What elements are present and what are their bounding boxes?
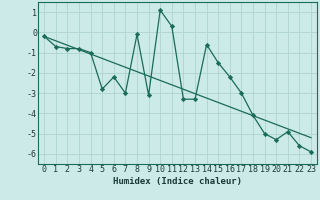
X-axis label: Humidex (Indice chaleur): Humidex (Indice chaleur): [113, 177, 242, 186]
